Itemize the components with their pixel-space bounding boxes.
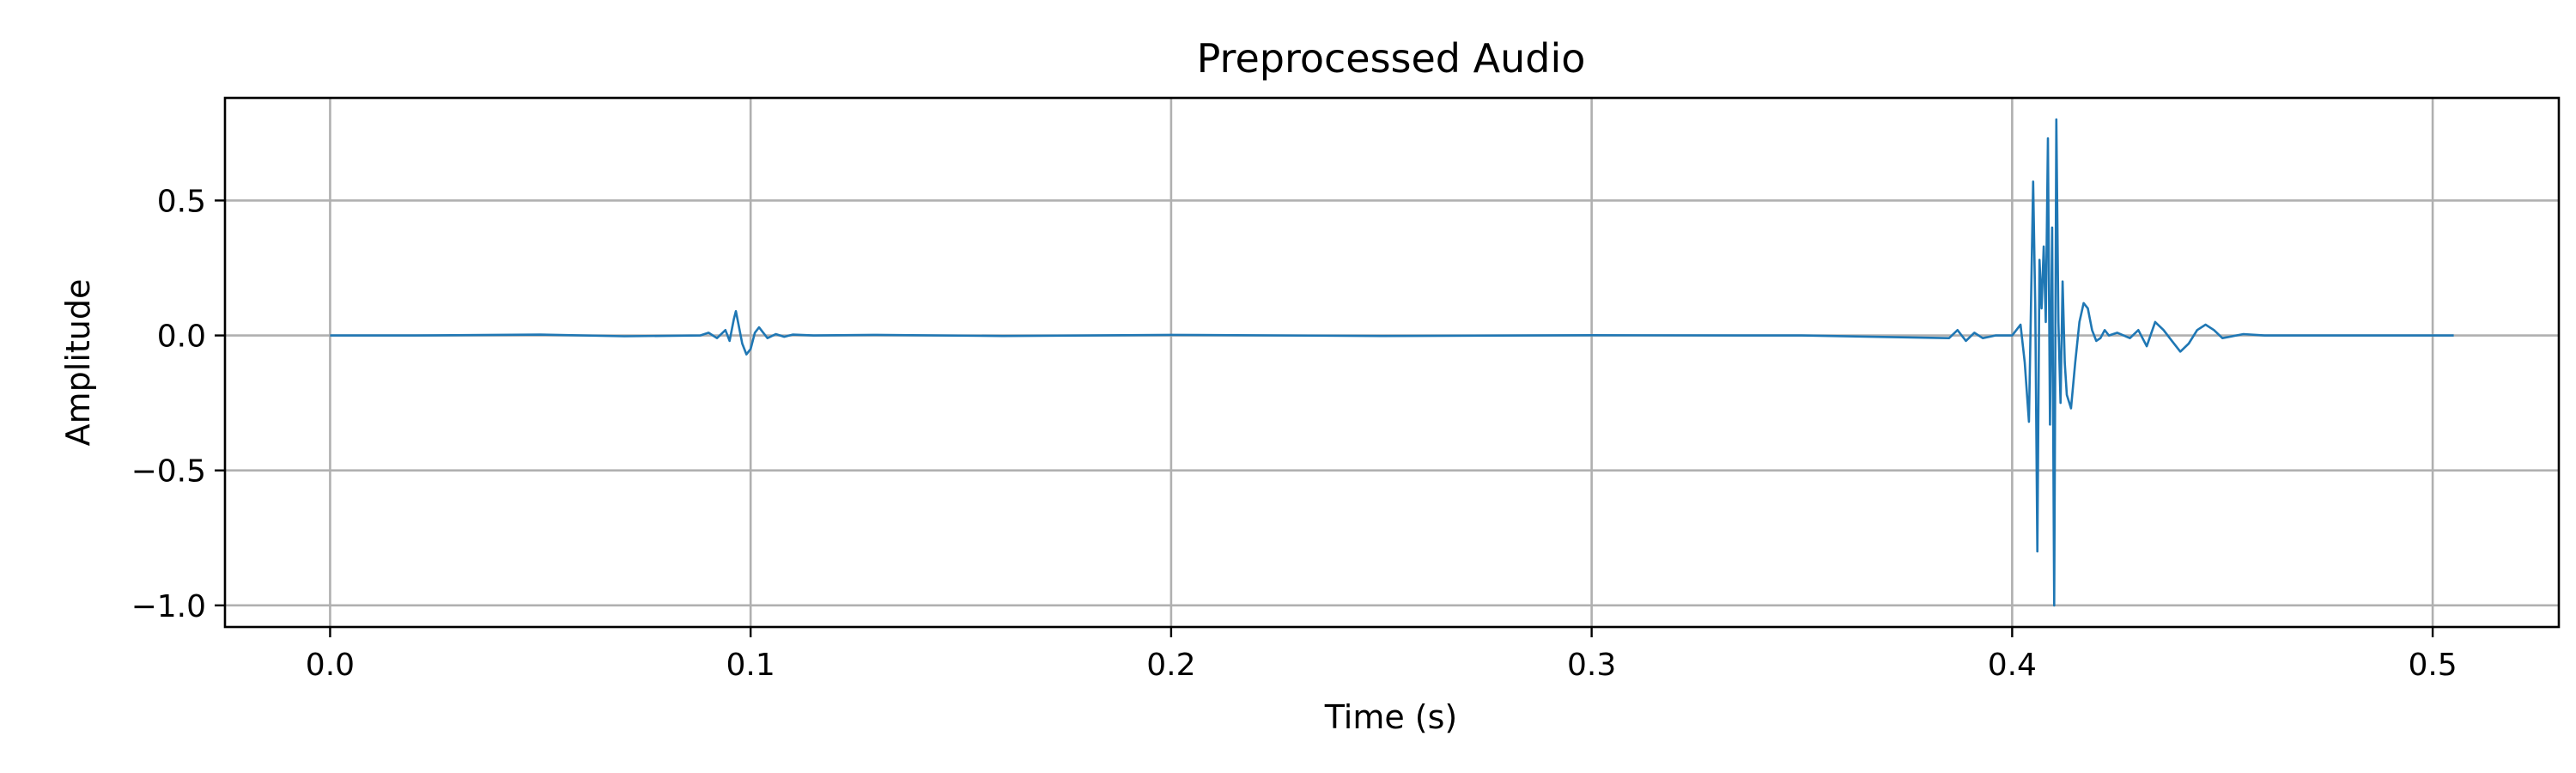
y-axis: 0.5 0.0 −0.5 −1.0	[131, 184, 225, 624]
y-tick-label: −1.0	[131, 589, 206, 624]
plot-frame	[223, 96, 2561, 629]
y-tick-label: 0.0	[157, 320, 206, 355]
waveform-series-line	[330, 118, 2454, 607]
x-tick-label: 0.5	[2408, 648, 2457, 683]
x-axis-label: Time (s)	[1324, 698, 1458, 736]
y-tick-label: 0.5	[157, 184, 206, 219]
grid-layer	[225, 98, 2559, 627]
y-tick-label: −0.5	[131, 454, 206, 490]
x-axis: 0.0 0.1 0.2 0.3 0.4 0.5	[306, 627, 2458, 683]
x-tick-label: 0.2	[1146, 648, 1195, 683]
x-tick-label: 0.4	[1988, 648, 2037, 683]
x-tick-label: 0.3	[1567, 648, 1616, 683]
x-tick-label: 0.1	[726, 648, 775, 683]
x-tick-label: 0.0	[306, 648, 355, 683]
chart-title: Preprocessed Audio	[1197, 35, 1586, 82]
y-axis-label: Amplitude	[59, 279, 97, 447]
plot-area	[330, 118, 2454, 607]
